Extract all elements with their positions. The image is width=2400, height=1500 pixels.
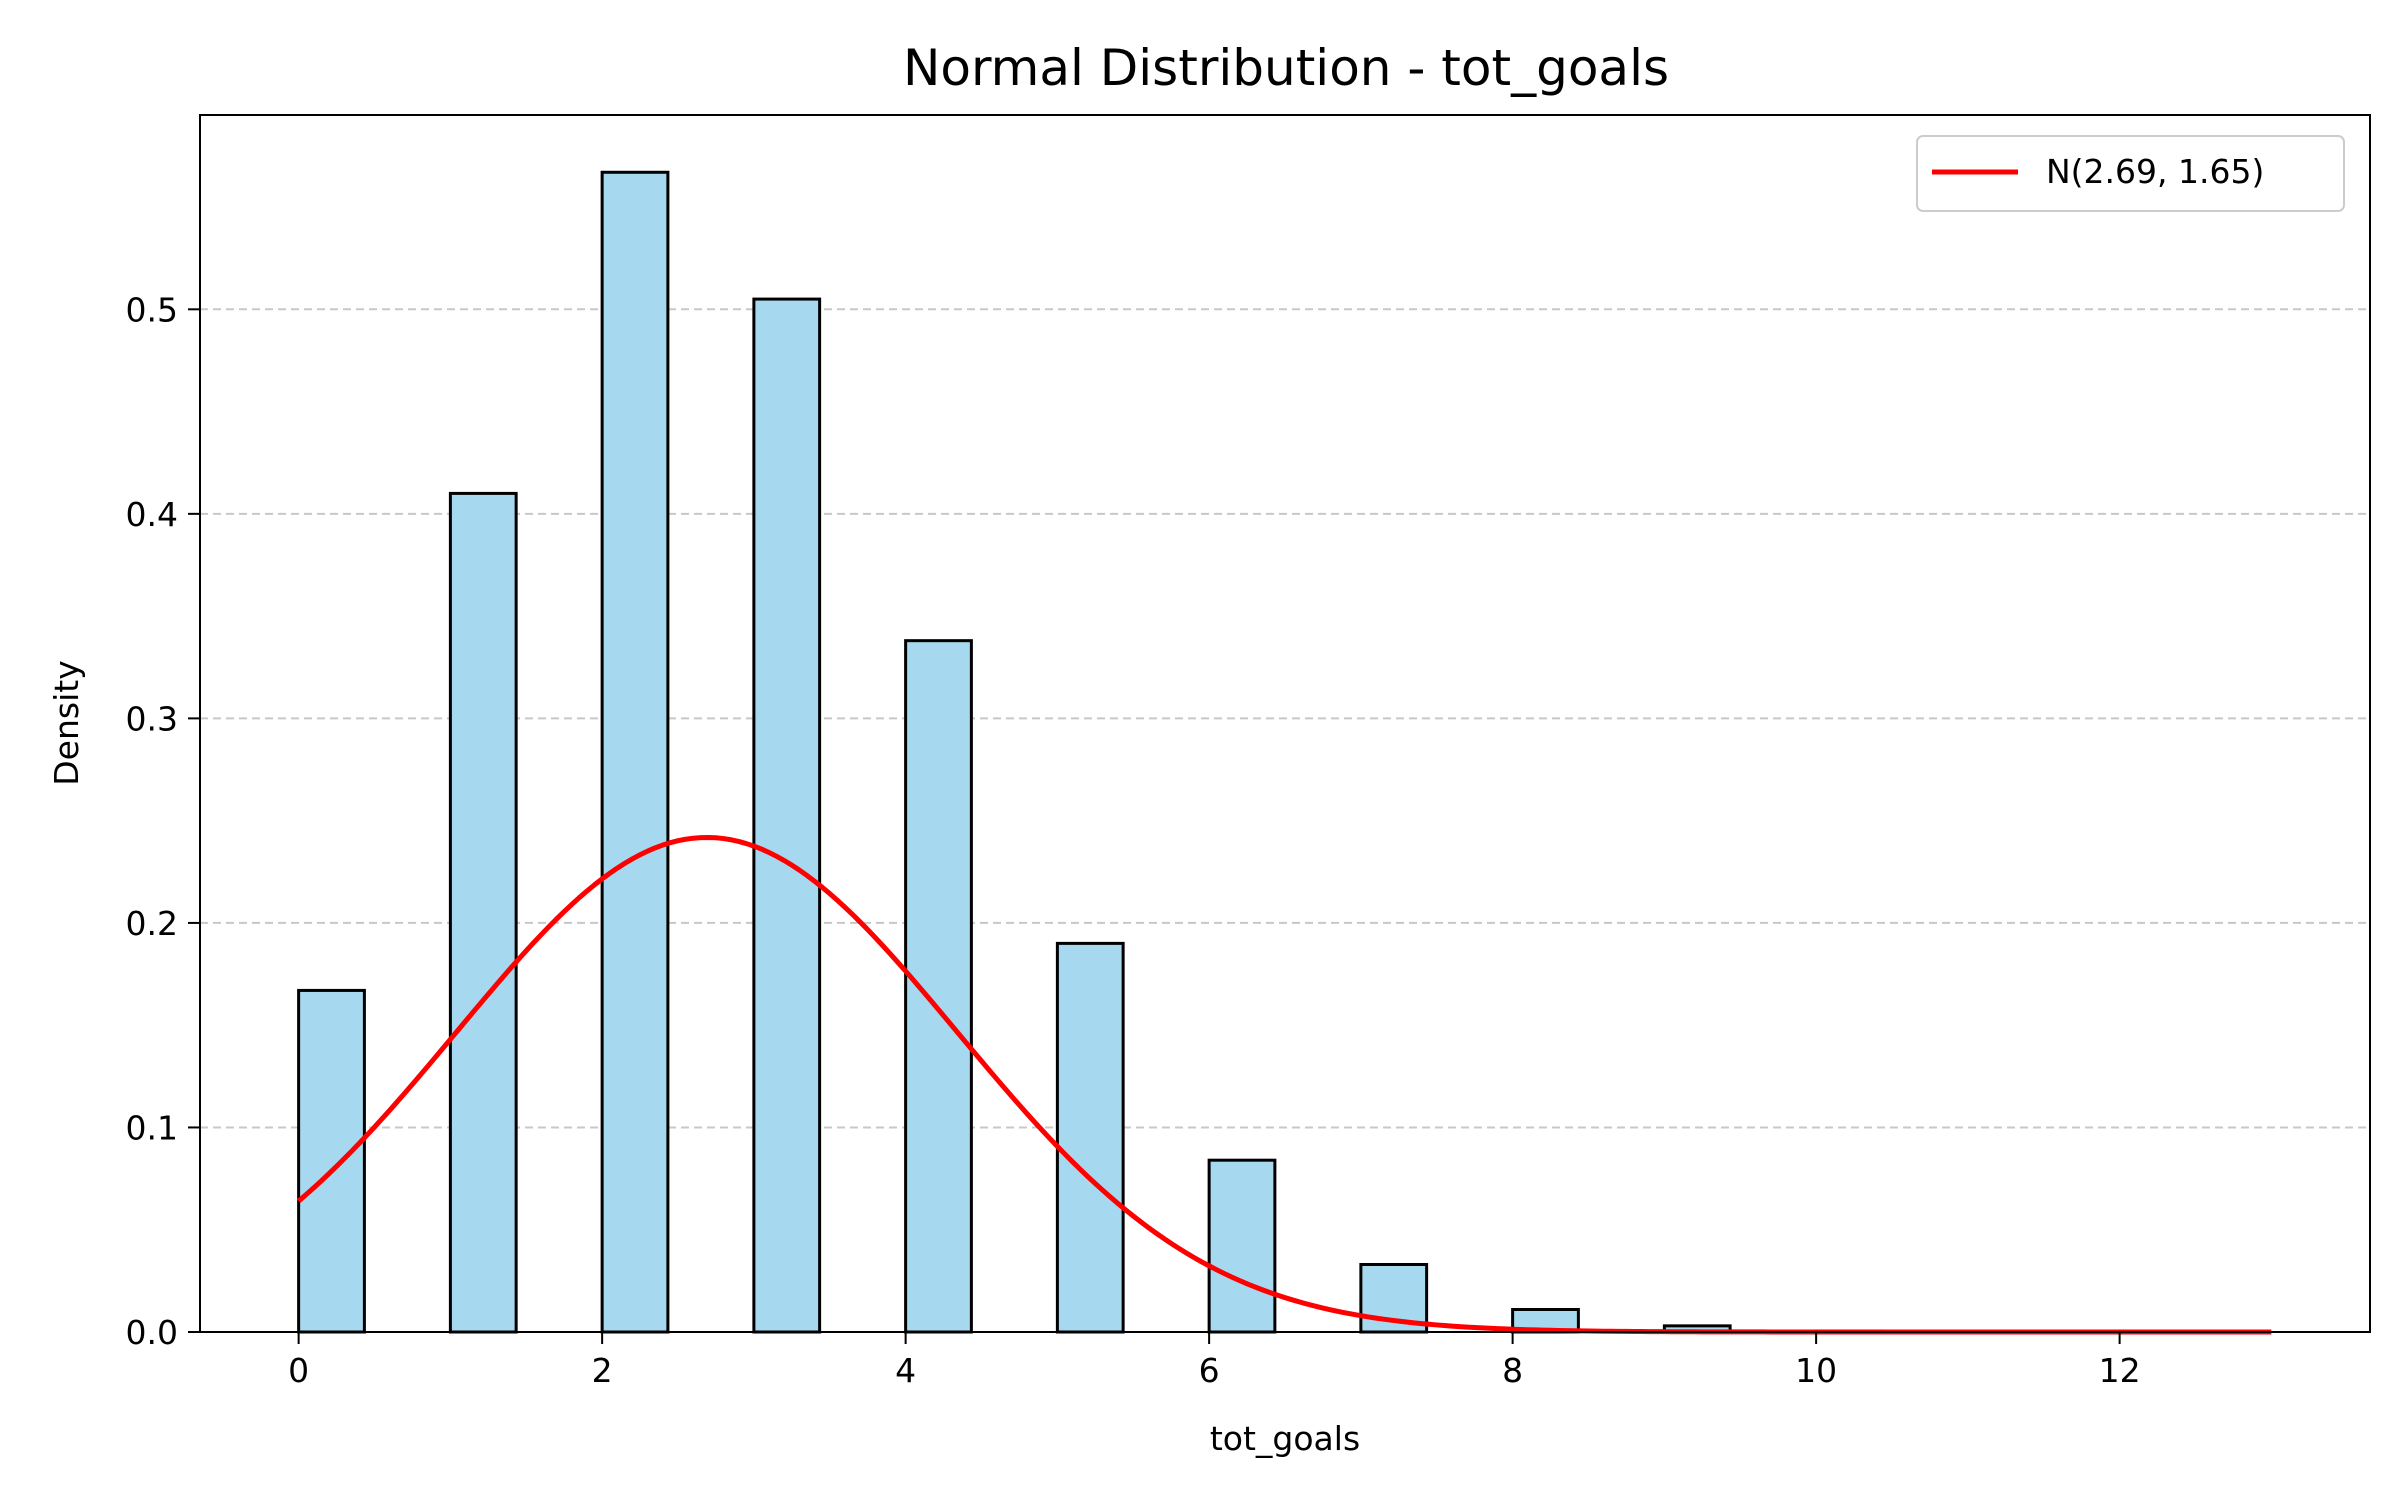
y-axis-label: Density: [47, 660, 86, 785]
x-tick-label: 2: [592, 1351, 613, 1390]
histogram-bar: [448, 491, 518, 1334]
x-axis-ticks: 0 2 4 6 8 10 12: [288, 1332, 2141, 1390]
x-tick-label: 12: [2099, 1351, 2141, 1390]
x-tick-label: 4: [895, 1351, 916, 1390]
y-tick-label: 0.2: [126, 904, 178, 943]
chart-title: Normal Distribution - tot_goals: [903, 39, 1669, 97]
legend: N(2.69, 1.65): [1916, 135, 2345, 212]
y-tick-label: 0.1: [126, 1108, 178, 1147]
y-axis-ticks: 0.0 0.1 0.2 0.3 0.4 0.5: [126, 290, 200, 1352]
histogram-bars: [297, 170, 2187, 1334]
x-axis-label: tot_goals: [1210, 1419, 1360, 1458]
histogram-bar: [600, 170, 670, 1334]
legend-label: N(2.69, 1.65): [2046, 152, 2264, 191]
x-tick-label: 0: [288, 1351, 309, 1390]
x-tick-label: 6: [1199, 1351, 1220, 1390]
x-tick-label: 10: [1795, 1351, 1837, 1390]
histogram-bar: [1207, 1158, 1277, 1334]
y-tick-label: 0.4: [126, 495, 178, 534]
gridlines: [200, 308, 2370, 1129]
plot-frame: [199, 114, 2371, 1333]
y-tick-label: 0.0: [126, 1313, 178, 1352]
y-tick-label: 0.5: [126, 290, 178, 329]
histogram-bar: [752, 297, 822, 1334]
legend-box: [1916, 135, 2345, 212]
y-tick-label: 0.3: [126, 699, 178, 738]
histogram-bar: [1055, 941, 1125, 1334]
histogram-bar: [297, 988, 366, 1334]
x-tick-label: 8: [1502, 1351, 1523, 1390]
